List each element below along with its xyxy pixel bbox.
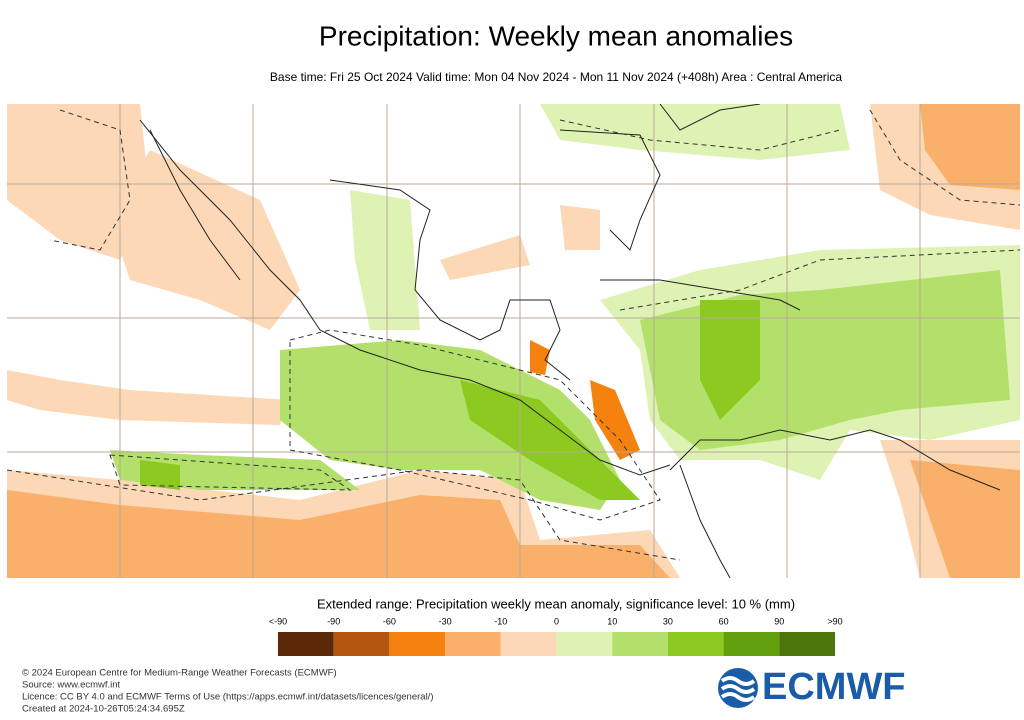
title: Precipitation: Weekly mean anomalies [319, 20, 793, 51]
colorbar-swatch [278, 632, 334, 656]
colorbar-swatch [389, 632, 446, 656]
colorbar-swatch [612, 632, 668, 656]
colorbar-label: 60 [719, 616, 729, 626]
subtitle: Base time: Fri 25 Oct 2024 Valid time: M… [270, 70, 843, 84]
colorbar-label: 90 [774, 616, 784, 626]
colorbar-label: -30 [439, 616, 452, 626]
colorbar-swatch [333, 632, 390, 656]
colorbar-swatch [667, 632, 724, 656]
footer: © 2024 European Centre for Medium-Range … [22, 668, 434, 715]
footer-line: © 2024 European Centre for Medium-Range … [22, 668, 337, 679]
colorbar: <-90 -90 -60 -30 -10 0 10 30 60 90 >90 [269, 616, 843, 656]
colorbar-label: >90 [827, 616, 842, 626]
colorbar-label: 30 [663, 616, 673, 626]
legend-title: Extended range: Precipitation weekly mea… [317, 596, 795, 611]
logo: ECMWF [718, 666, 906, 708]
colorbar-label: 0 [554, 616, 559, 626]
colorbar-label: -60 [383, 616, 396, 626]
colorbar-label: -10 [494, 616, 507, 626]
logo-text: ECMWF [762, 666, 906, 708]
colorbar-label: <-90 [269, 616, 287, 626]
colorbar-swatch [500, 632, 557, 656]
colorbar-swatch [445, 632, 501, 656]
map [7, 104, 1020, 578]
colorbar-label: 10 [607, 616, 617, 626]
footer-line: Licence: CC BY 4.0 and ECMWF Terms of Us… [22, 692, 434, 703]
colorbar-swatch [779, 632, 835, 656]
footer-line: Source: www.ecmwf.int [22, 680, 121, 691]
colorbar-label: -90 [327, 616, 340, 626]
colorbar-swatch [556, 632, 613, 656]
colorbar-swatch [723, 632, 780, 656]
footer-line: Created at 2024-10-26T05:24:34.695Z [22, 704, 185, 715]
